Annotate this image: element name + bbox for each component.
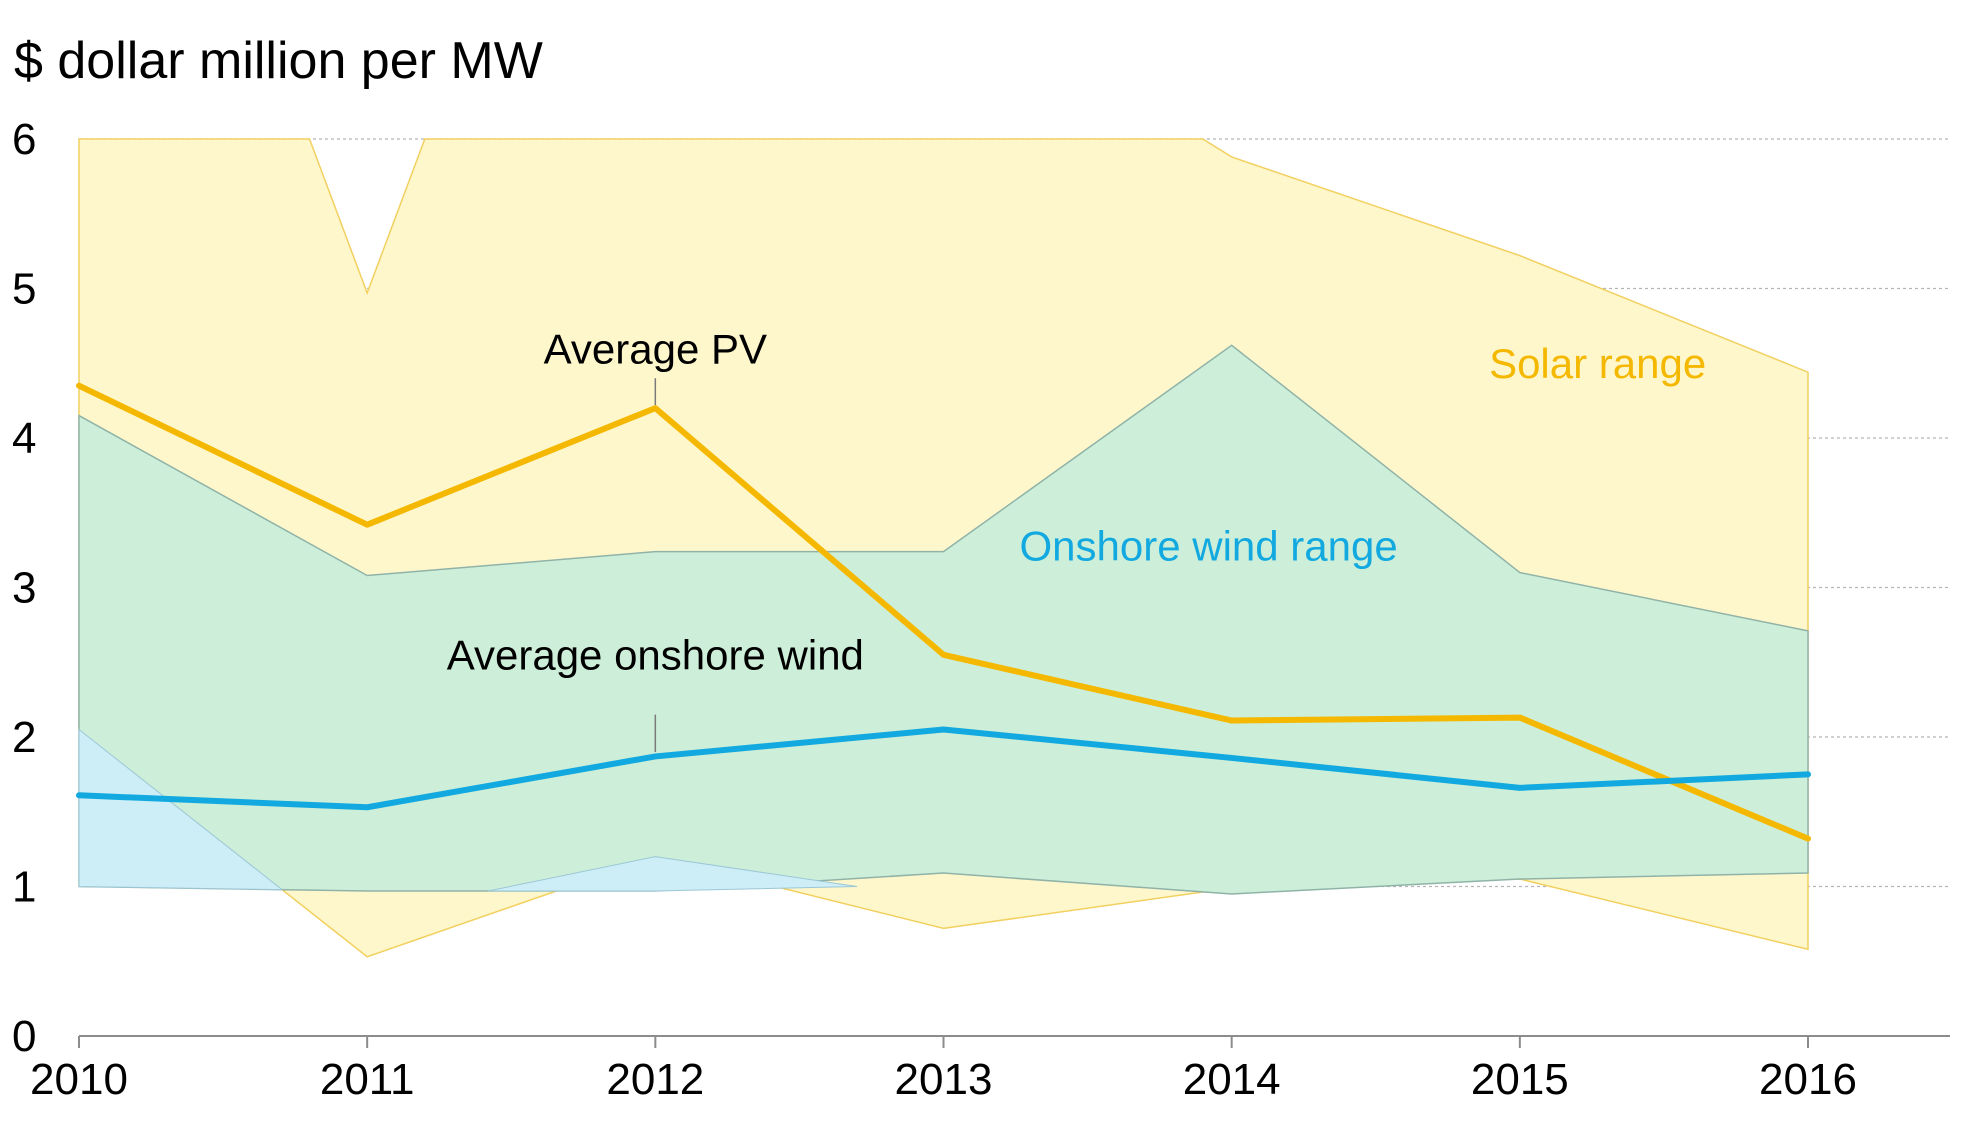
x-tick-label-2010: 2010 — [30, 1055, 128, 1104]
y-tick-label-5: 5 — [12, 265, 36, 314]
onshore-wind-range-annotation: Onshore wind range — [1019, 523, 1397, 570]
x-tick-label-2013: 2013 — [895, 1055, 993, 1104]
y-tick-label-2: 2 — [12, 713, 36, 762]
average-pv-annotation: Average PV — [544, 325, 767, 372]
x-tick-label-2011: 2011 — [320, 1055, 415, 1104]
wind-below-solar-sliver — [78, 728, 284, 891]
wind-below-solar-sliver-2012 — [488, 856, 858, 892]
axes: 2010 2011 2012 2013 2014 2015 2016 0 1 2 3 4 5 6 — [12, 115, 1950, 1104]
onshore-wind-range-area — [78, 344, 1809, 895]
annotations: Average PV Average onshore wind Solar rang… — [447, 325, 1706, 752]
x-tick-label-2016: 2016 — [1759, 1055, 1857, 1104]
y-tick-label-4: 4 — [12, 414, 36, 463]
x-tick-label-2012: 2012 — [606, 1055, 704, 1104]
y-tick-label-0: 0 — [12, 1012, 36, 1061]
y-tick-label-6: 6 — [12, 115, 36, 164]
y-axis-label: $ dollar million per MW — [14, 32, 543, 90]
y-tick-label-1: 1 — [12, 863, 36, 912]
x-tick-label-2015: 2015 — [1471, 1055, 1569, 1104]
average-lines — [76, 382, 1811, 842]
average-onshore-wind-annotation: Average onshore wind — [447, 632, 864, 679]
x-tick-label-2014: 2014 — [1183, 1055, 1281, 1104]
solar-range-annotation: Solar range — [1489, 340, 1706, 387]
range-areas — [78, 138, 1809, 958]
y-tick-label-3: 3 — [12, 564, 36, 613]
